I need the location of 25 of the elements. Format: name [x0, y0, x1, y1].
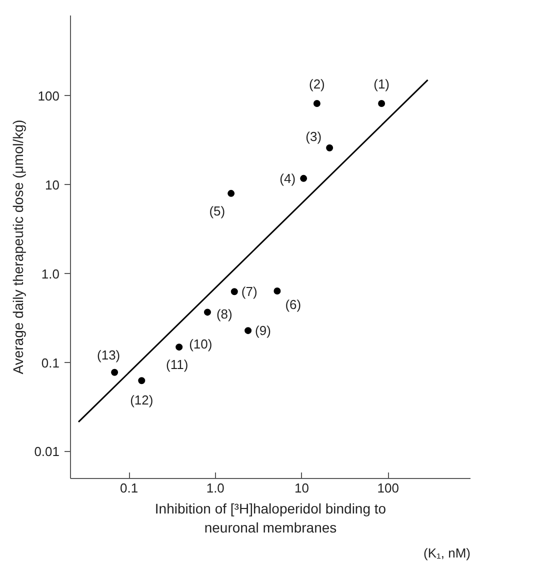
y-tick-label: 0.01 [34, 444, 60, 460]
y-tick-label: 10 [45, 177, 60, 192]
annotation: (10) [189, 336, 212, 352]
annotation: (11) [166, 357, 188, 372]
x-tick-label: 100 [377, 480, 399, 496]
annotation: (5) [209, 203, 226, 218]
y-axis-title: Average daily therapeutic dose (μmol/kg) [10, 120, 26, 374]
x-tick-label: 0.1 [120, 480, 138, 496]
annotation: (13) [97, 347, 120, 362]
x-tick-label: 1.0 [206, 480, 224, 496]
y-tick-label: 0.1 [41, 355, 60, 370]
y-tick-label: 1.0 [41, 266, 60, 282]
x-tick-label: 10 [294, 480, 309, 496]
annotation: (12) [130, 392, 154, 408]
annotation: (3) [306, 128, 322, 144]
annotation: (9) [255, 323, 271, 338]
text: (K₁, nM) [424, 546, 470, 560]
annotation: (8) [216, 306, 232, 322]
annotation: (2) [309, 76, 325, 92]
annotation: (4) [280, 170, 296, 186]
y-tick-label: 100 [38, 88, 60, 104]
annotation: (6) [285, 297, 302, 312]
x-axis-title: Inhibition of [³H]haloperidol binding to neuronal membranes [154, 500, 386, 536]
annotation: (1) [374, 76, 390, 92]
annotation: (7) [241, 284, 258, 300]
